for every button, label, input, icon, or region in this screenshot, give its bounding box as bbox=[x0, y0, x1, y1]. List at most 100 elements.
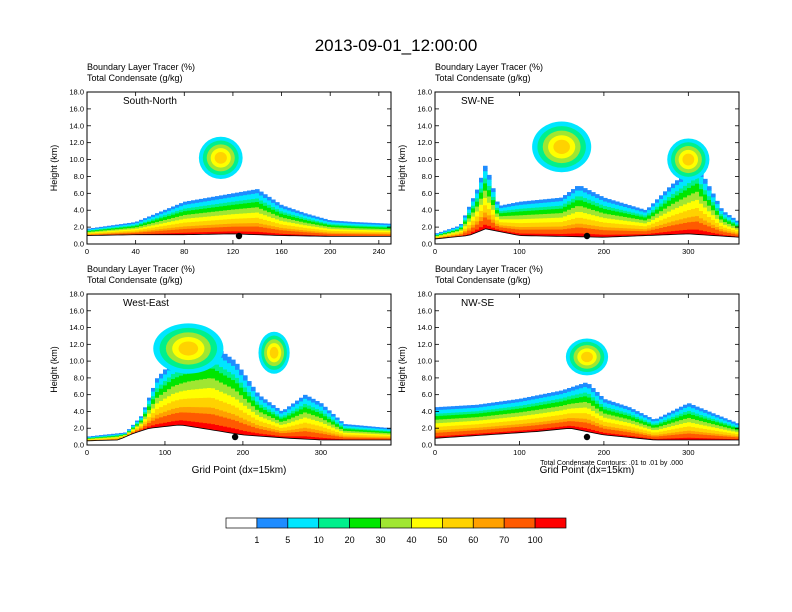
tracer-cell bbox=[579, 211, 584, 214]
tracer-cell bbox=[287, 218, 292, 221]
tracer-cell bbox=[267, 233, 272, 236]
tracer-cell bbox=[627, 223, 632, 225]
tracer-cell bbox=[235, 198, 240, 202]
tracer-cell bbox=[531, 201, 536, 204]
tracer-cell bbox=[219, 201, 224, 204]
tracer-cell bbox=[719, 214, 724, 217]
tracer-cell bbox=[223, 429, 228, 433]
tracer-cell bbox=[603, 208, 608, 211]
tracer-cell bbox=[247, 202, 252, 205]
tracer-cell bbox=[323, 230, 328, 233]
tracer-cell bbox=[275, 231, 280, 234]
tracer-cell bbox=[311, 217, 316, 220]
tracer-cell bbox=[275, 227, 280, 230]
tracer-cell bbox=[519, 231, 524, 234]
tracer-cell bbox=[223, 206, 228, 209]
tracer-cell bbox=[475, 209, 480, 212]
tracer-cell bbox=[215, 367, 220, 371]
tracer-cell bbox=[271, 216, 276, 218]
tracer-cell bbox=[279, 216, 284, 219]
tracer-cell bbox=[475, 189, 480, 192]
tracer-cell bbox=[159, 404, 164, 408]
tracer-cell bbox=[159, 383, 164, 387]
tracer-cell bbox=[219, 228, 224, 231]
tracer-cell bbox=[479, 189, 484, 193]
tracer-cell bbox=[147, 410, 152, 413]
tracer-cell bbox=[223, 377, 228, 382]
tracer-cell bbox=[659, 233, 664, 236]
tracer-cell bbox=[251, 208, 256, 212]
tracer-cell bbox=[155, 230, 160, 232]
tracer-cell bbox=[643, 226, 648, 229]
tracer-cell bbox=[223, 214, 228, 217]
tracer-cell bbox=[211, 212, 216, 215]
tracer-cell bbox=[547, 208, 552, 211]
tracer-cell bbox=[303, 223, 308, 226]
tracer-cell bbox=[203, 223, 208, 226]
tracer-cell bbox=[735, 225, 739, 227]
tracer-cell bbox=[311, 217, 316, 219]
tracer-cell bbox=[219, 394, 224, 398]
tracer-cell bbox=[611, 214, 616, 217]
tracer-cell bbox=[203, 198, 208, 201]
tracer-cell bbox=[259, 204, 264, 208]
tracer-cell bbox=[671, 191, 676, 194]
tracer-cell bbox=[203, 228, 208, 231]
tracer-cell bbox=[599, 222, 604, 226]
tracer-cell bbox=[203, 413, 208, 417]
tracer-cell bbox=[295, 214, 300, 216]
tracer-cell bbox=[599, 196, 604, 199]
tracer-cell bbox=[603, 205, 608, 208]
tracer-cell bbox=[551, 228, 556, 232]
x-tick-label: 240 bbox=[373, 247, 386, 256]
tracer-cell bbox=[275, 221, 280, 224]
tracer-cell bbox=[195, 226, 200, 229]
tracer-cell bbox=[511, 224, 516, 227]
tracer-cell bbox=[719, 225, 724, 227]
tracer-cell bbox=[311, 215, 316, 217]
tracer-cell bbox=[643, 230, 648, 233]
tracer-cell bbox=[219, 195, 224, 198]
tracer-cell bbox=[179, 204, 184, 207]
tracer-cell bbox=[323, 218, 328, 221]
tracer-cell bbox=[567, 214, 572, 217]
tracer-cell bbox=[147, 222, 152, 224]
tracer-cell bbox=[211, 202, 216, 205]
tracer-cell bbox=[591, 216, 596, 219]
tracer-cell bbox=[167, 231, 172, 234]
tracer-cell bbox=[683, 208, 688, 212]
panel-subtitle-tracer: Boundary Layer Tracer (%) bbox=[435, 62, 543, 72]
tracer-cell bbox=[567, 197, 572, 200]
tracer-cell bbox=[631, 222, 636, 225]
tracer-cell bbox=[571, 223, 576, 227]
tracer-cell bbox=[239, 206, 244, 209]
tracer-cell bbox=[691, 218, 696, 222]
tracer-cell bbox=[179, 372, 184, 376]
tracer-cell bbox=[663, 203, 668, 206]
tracer-cell bbox=[551, 199, 556, 202]
tracer-cell bbox=[223, 404, 228, 409]
tracer-cell bbox=[175, 409, 180, 414]
tracer-cell bbox=[243, 201, 248, 204]
tracer-cell bbox=[627, 230, 632, 233]
tracer-cell bbox=[295, 210, 300, 213]
tracer-cell bbox=[695, 188, 700, 192]
tracer-cell bbox=[207, 231, 212, 234]
tracer-cell bbox=[707, 203, 712, 206]
tracer-cell bbox=[167, 416, 172, 420]
tracer-cell bbox=[271, 209, 276, 212]
tracer-cell bbox=[187, 217, 192, 220]
tracer-cell bbox=[663, 198, 668, 201]
tracer-cell bbox=[543, 221, 548, 224]
tracer-cell bbox=[495, 217, 500, 220]
tracer-cell bbox=[471, 229, 476, 232]
tracer-cell bbox=[295, 213, 300, 216]
tracer-cell bbox=[547, 216, 552, 219]
tracer-cell bbox=[587, 222, 592, 225]
tracer-cell bbox=[591, 197, 596, 200]
tracer-cell bbox=[311, 223, 316, 225]
tracer-cell bbox=[551, 226, 556, 229]
tracer-cell bbox=[691, 213, 696, 217]
tracer-cell bbox=[167, 213, 172, 215]
tracer-cell bbox=[567, 219, 572, 222]
